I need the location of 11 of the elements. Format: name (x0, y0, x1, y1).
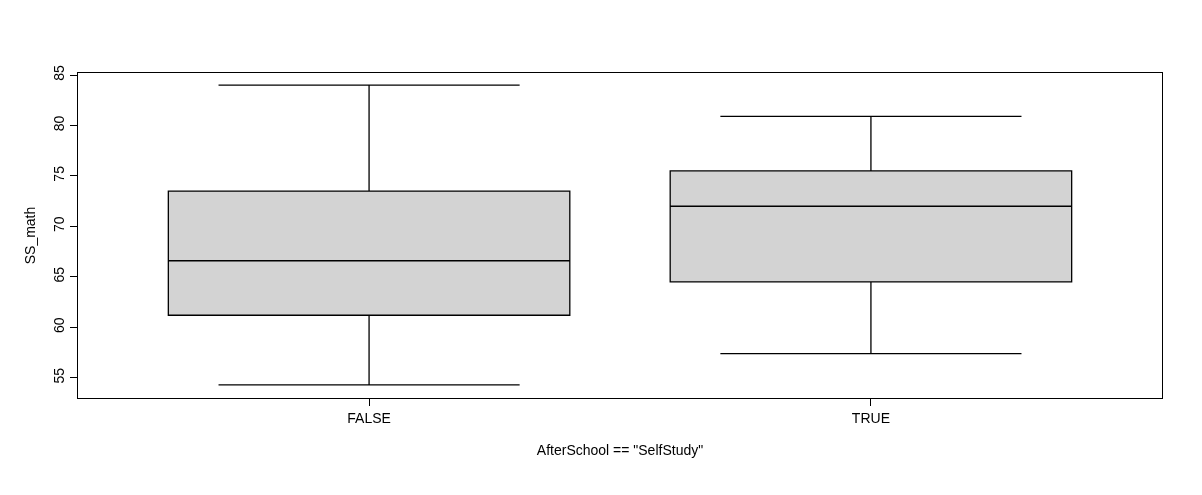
y-tick-label: 85 (51, 64, 68, 81)
y-tick-label: 80 (51, 115, 68, 132)
y-tick-label: 60 (51, 317, 68, 334)
y-tick-label: 65 (51, 266, 68, 283)
x-tick-label: TRUE (851, 409, 890, 426)
y-tick-label: 70 (51, 216, 68, 233)
y-tick-label: 75 (51, 165, 68, 182)
y-axis-title: SS_math (22, 206, 38, 265)
y-tick-label: 55 (51, 367, 68, 384)
x-tick-label: FALSE (347, 409, 391, 426)
x-axis-title: AfterSchool == "SelfStudy" (536, 442, 704, 459)
